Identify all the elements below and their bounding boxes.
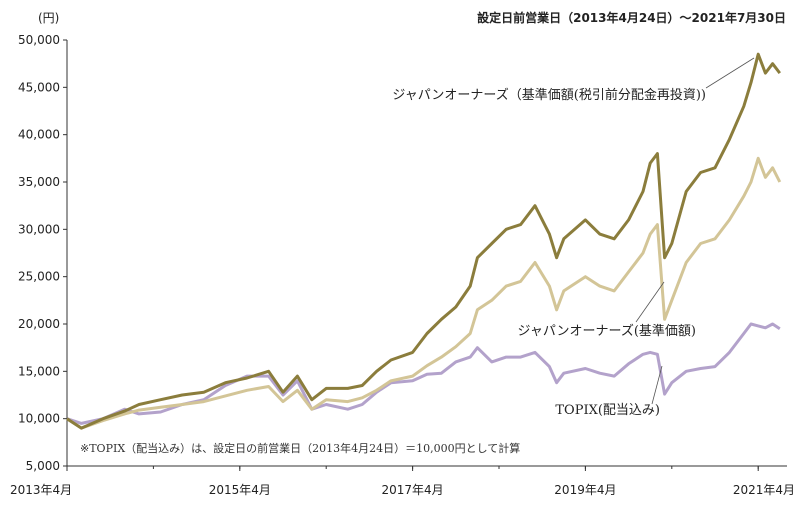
light-series-leader [635,281,665,323]
y-tick-label: 50,000 [18,33,60,47]
series-line-0 [66,52,781,430]
x-tick-label: 2015年4月 [209,483,271,497]
x-tick-label: 2019年4月 [554,483,616,497]
topix-annotation: TOPIX(配当込み) [555,403,660,418]
y-tick-label: 15,000 [18,364,60,378]
y-unit-label: (円) [38,11,59,25]
y-tick-label: 20,000 [18,317,60,331]
y-tick-label: 35,000 [18,175,60,189]
y-ticks: 5,000 10,000 15,000 20,000 25,000 30,000 35,00… [18,33,67,473]
x-tick-label: 2021年4月 [733,483,795,497]
y-tick-label: 45,000 [18,80,60,94]
x-ticks: 2013年4月 2015年4月 2017年4月 2019年4月 2021年4月 [10,466,795,497]
dark-series-annotation: ジャパンオーナーズ（基準価額(税引前分配金再投資)) [392,87,706,103]
y-tick-label: 40,000 [18,128,60,142]
dark-series-leader [705,57,755,89]
footnote: ※TOPIX（配当込み）は、設定日の前営業日（2013年4月24日）＝10,00… [80,441,520,455]
series-lines [66,52,782,430]
topix-leader [651,365,663,405]
x-tick-label: 2017年4月 [382,483,444,497]
y-tick-label: 25,000 [18,270,60,284]
y-tick-label: 30,000 [18,222,60,236]
y-tick-label: 10,000 [18,412,60,426]
period-label: 設定日前営業日（2013年4月24日）～2021年7月30日 [477,10,786,25]
y-tick-label: 5,000 [26,459,60,473]
light-series-annotation: ジャパンオーナーズ(基準価額) [518,323,697,339]
series-line-1 [66,156,782,430]
x-tick-label: 2013年4月 [10,483,72,497]
